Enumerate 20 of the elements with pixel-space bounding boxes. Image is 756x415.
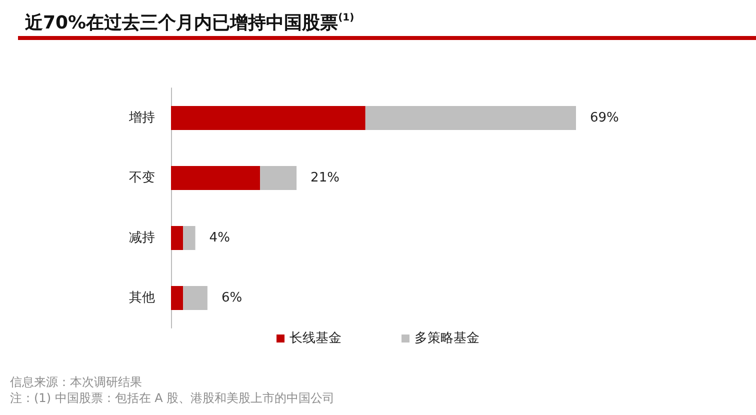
text: 注：(1) 中国股票：包括在 A 股、港股和美股上市的中国公司 [10,391,335,405]
annotation: 6% [221,290,242,306]
bar [171,166,260,190]
y-tick-label: 不变 [129,170,155,186]
bar [183,286,208,310]
bar [171,106,366,130]
annotation: 69% [590,110,619,126]
y-tick-label: 其他 [129,290,155,306]
annotation: 21% [310,170,340,186]
bar [171,226,184,250]
y-tick-label: 减持 [129,230,155,246]
bar [365,106,576,130]
bar [183,226,196,250]
annotation: 4% [209,230,230,246]
text: 信息来源：本次调研结果 [10,375,142,389]
y-tick-label: 增持 [128,110,155,126]
legend-label: 长线基金 [290,331,342,346]
bar [171,286,184,310]
bar [260,166,297,190]
legend-label: 多策略基金 [414,331,480,346]
